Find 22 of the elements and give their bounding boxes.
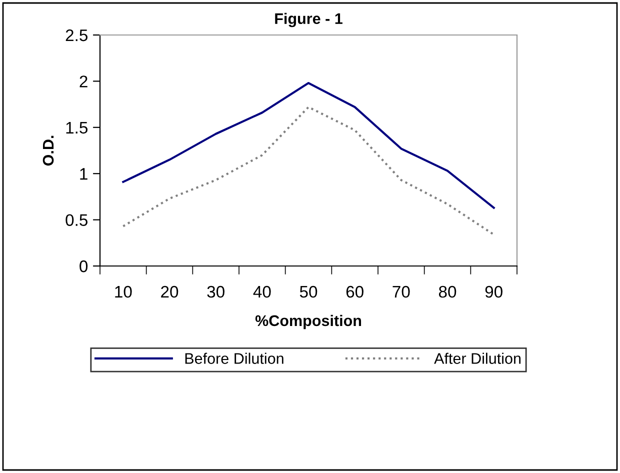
x-tick-label: 30 <box>207 286 224 298</box>
legend-label: Before Dilution <box>185 352 284 364</box>
y-axis-title: O.D. <box>42 136 54 166</box>
x-tick-label: 60 <box>346 286 364 298</box>
x-tick-label: 40 <box>253 286 271 298</box>
x-tick-label: 80 <box>438 286 456 298</box>
x-tick-label: 50 <box>300 286 318 298</box>
x-tick-label: 90 <box>485 286 502 298</box>
chart-title: Figure - 1 <box>275 12 342 28</box>
y-tick-label: 2.5 <box>66 29 88 42</box>
y-tick-label: 1.5 <box>66 122 88 134</box>
y-tick-label: 2 <box>80 76 88 88</box>
x-axis-title: %Composition <box>255 314 362 330</box>
x-tick-label: 10 <box>115 286 132 298</box>
y-tick-label: 0 <box>80 260 88 272</box>
y-tick-label: 0.5 <box>66 214 88 226</box>
x-tick-label: 20 <box>161 286 178 298</box>
x-tick-label: 70 <box>392 286 410 298</box>
line-series <box>122 106 495 236</box>
legend-label: After Dilution <box>434 352 521 364</box>
line-series <box>122 82 495 209</box>
y-tick-label: 1 <box>80 168 88 180</box>
